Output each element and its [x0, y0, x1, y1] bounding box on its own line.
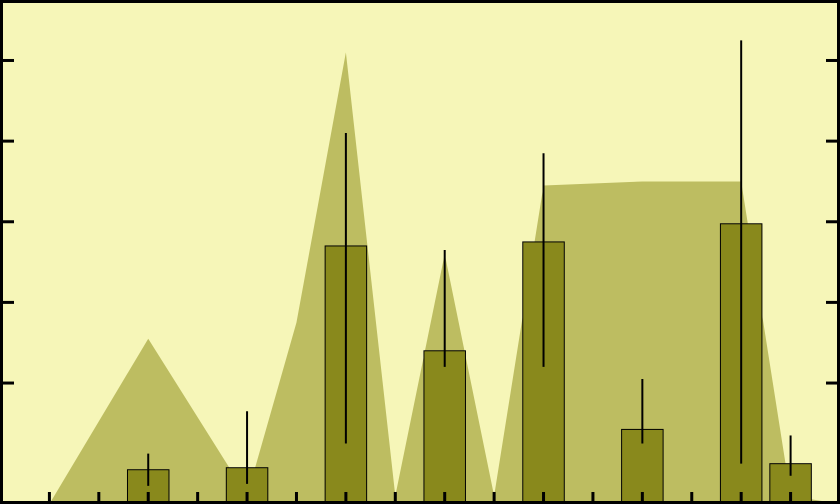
- combined-chart: [0, 0, 840, 504]
- bar-3: [424, 351, 466, 504]
